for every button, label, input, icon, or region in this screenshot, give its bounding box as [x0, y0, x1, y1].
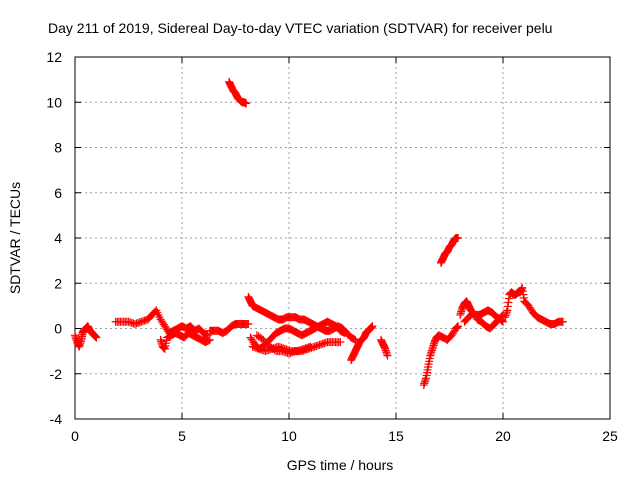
data-point — [242, 99, 251, 108]
y-tick-label: 8 — [54, 140, 62, 156]
y-tick-label: 10 — [46, 94, 62, 110]
x-tick-label: 25 — [602, 428, 618, 444]
series-arc-m — [436, 234, 463, 267]
series-arc-a — [71, 322, 101, 351]
series-arc-c — [156, 329, 214, 353]
series-arc-k — [377, 335, 392, 360]
y-tick-label: 0 — [54, 321, 62, 337]
y-tick-label: -4 — [50, 411, 63, 427]
data-point — [454, 322, 463, 331]
series-arc-d — [205, 319, 253, 338]
data-point — [454, 234, 463, 242]
series-arc-o — [460, 308, 507, 333]
series-arc-i — [248, 342, 315, 356]
x-axis-label: GPS time / hours — [287, 457, 394, 473]
data-point — [340, 329, 349, 338]
y-tick-labels: -4 -2 0 2 4 6 8 10 12 — [46, 49, 62, 427]
chart-title: Day 211 of 2019, Sidereal Day-to-day VTE… — [48, 20, 552, 36]
data-point — [368, 322, 377, 331]
data-point — [383, 351, 392, 360]
y-tick-label: 12 — [46, 49, 62, 65]
data-point — [336, 338, 345, 347]
data-point — [244, 319, 253, 328]
series-arc-b — [111, 306, 212, 340]
y-tick-label: 2 — [54, 275, 62, 291]
series-arc-p — [501, 283, 567, 328]
x-tick-labels: 0 5 10 15 20 25 — [71, 428, 618, 444]
data-point — [306, 342, 315, 351]
data-point — [92, 333, 101, 342]
y-tick-label: 4 — [54, 230, 62, 246]
series-arc-e — [225, 77, 251, 108]
y-axis-label: SDTVAR / TECUs — [7, 182, 23, 294]
series-arc-l — [419, 322, 463, 390]
data-point — [558, 317, 567, 326]
grid-lines — [75, 57, 610, 419]
x-tick-label: 0 — [71, 428, 79, 444]
x-tick-label: 15 — [388, 428, 404, 444]
data-points — [71, 77, 567, 390]
y-tick-label: 6 — [54, 185, 62, 201]
series-arc-g — [246, 317, 349, 353]
axis-ticks — [74, 56, 611, 420]
series-arc-j — [347, 322, 377, 365]
x-tick-label: 5 — [178, 428, 186, 444]
data-point — [205, 335, 214, 344]
x-tick-label: 20 — [495, 428, 511, 444]
x-tick-label: 10 — [281, 428, 297, 444]
y-tick-label: -2 — [50, 366, 63, 382]
